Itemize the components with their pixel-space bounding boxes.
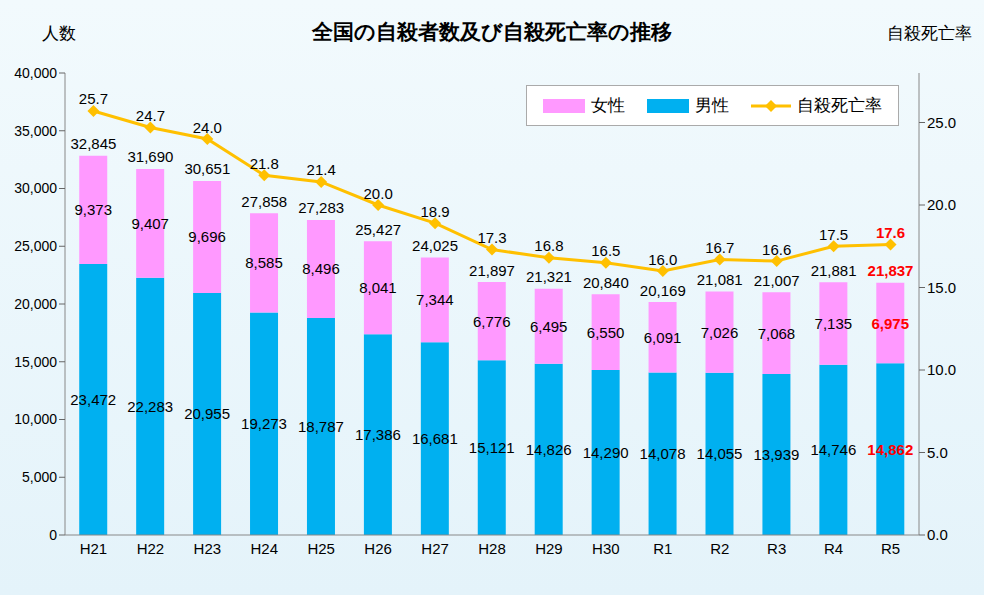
svg-text:R1: R1 [653,540,672,557]
svg-text:27,858: 27,858 [241,193,287,210]
html-text:人数: 人数 [42,24,76,43]
svg-text:H27: H27 [421,540,449,557]
svg-text:H30: H30 [592,540,620,557]
svg-text:25,000: 25,000 [14,238,57,254]
svg-text:20.0: 20.0 [364,185,393,202]
svg-text:14,862: 14,862 [867,441,913,458]
html-text:自殺死亡率: 自殺死亡率 [887,24,972,43]
svg-text:17,386: 17,386 [355,426,401,443]
svg-text:5.0: 5.0 [927,444,948,461]
svg-text:25.7: 25.7 [79,90,108,107]
svg-text:19,273: 19,273 [241,415,287,432]
svg-text:30,000: 30,000 [14,180,57,196]
svg-text:15.0: 15.0 [927,279,956,296]
svg-text:17.5: 17.5 [819,226,848,243]
svg-text:13,939: 13,939 [753,446,799,463]
svg-text:20.0: 20.0 [927,196,956,213]
svg-text:H24: H24 [251,540,279,557]
svg-text:20,840: 20,840 [583,274,629,291]
svg-text:18,787: 18,787 [298,418,344,435]
svg-text:15,121: 15,121 [469,439,515,456]
svg-text:8,041: 8,041 [359,279,397,296]
svg-text:H22: H22 [137,540,165,557]
svg-text:H28: H28 [478,540,506,557]
svg-text:H21: H21 [80,540,108,557]
html-text:全国の自殺者数及び自殺死亡率の推移: 全国の自殺者数及び自殺死亡率の推移 [312,20,672,43]
svg-text:9,373: 9,373 [74,201,112,218]
svg-text:14,290: 14,290 [583,444,629,461]
svg-text:16,681: 16,681 [412,430,458,447]
svg-text:24,025: 24,025 [412,237,458,254]
svg-text:25.0: 25.0 [927,114,956,131]
svg-text:6,776: 6,776 [473,313,511,330]
svg-text:23,472: 23,472 [70,391,116,408]
svg-text:20,000: 20,000 [14,296,57,312]
svg-text:R4: R4 [824,540,843,557]
svg-text:16.5: 16.5 [591,242,620,259]
svg-text:14,746: 14,746 [810,441,856,458]
svg-text:24.0: 24.0 [193,119,222,136]
svg-text:21,007: 21,007 [754,272,800,289]
svg-text:8,585: 8,585 [245,254,283,271]
svg-text:21,881: 21,881 [811,262,857,279]
svg-text:16.0: 16.0 [648,251,677,268]
svg-text:5,000: 5,000 [22,469,57,485]
svg-text:21,837: 21,837 [868,262,914,279]
svg-text:21.4: 21.4 [307,161,336,178]
svg-text:21.8: 21.8 [250,155,279,172]
svg-text:14,078: 14,078 [640,445,686,462]
html-text:男性: 男性 [695,96,729,115]
svg-text:18.9: 18.9 [420,203,449,220]
svg-text:10,000: 10,000 [14,411,57,427]
svg-text:R5: R5 [881,540,900,557]
svg-text:6,550: 6,550 [587,324,625,341]
svg-text:21,081: 21,081 [697,271,743,288]
svg-text:9,407: 9,407 [131,215,169,232]
html-text:女性: 女性 [591,96,625,115]
svg-text:10.0: 10.0 [927,361,956,378]
svg-text:35,000: 35,000 [14,123,57,139]
svg-text:20,169: 20,169 [640,282,686,299]
svg-text:H29: H29 [535,540,563,557]
svg-text:6,975: 6,975 [872,315,910,332]
svg-text:0.0: 0.0 [927,526,948,543]
svg-text:27,283: 27,283 [298,199,344,216]
svg-text:7,344: 7,344 [416,291,454,308]
svg-text:H23: H23 [194,540,222,557]
svg-text:15,000: 15,000 [14,354,57,370]
svg-text:0: 0 [49,527,57,543]
svg-text:16.6: 16.6 [762,241,791,258]
svg-text:30,651: 30,651 [184,160,230,177]
svg-text:40,000: 40,000 [14,65,57,81]
svg-text:14,055: 14,055 [697,445,743,462]
svg-text:7,068: 7,068 [758,325,796,342]
svg-text:16.8: 16.8 [534,237,563,254]
svg-text:R2: R2 [710,540,729,557]
svg-text:7,026: 7,026 [701,324,739,341]
html-text:自殺死亡率: 自殺死亡率 [797,96,882,115]
svg-text:H25: H25 [307,540,335,557]
svg-text:25,427: 25,427 [355,221,401,238]
svg-text:32,845: 32,845 [71,135,117,152]
svg-text:20,955: 20,955 [184,405,230,422]
svg-text:7,135: 7,135 [815,315,853,332]
svg-text:21,321: 21,321 [526,268,572,285]
svg-text:24.7: 24.7 [136,107,165,124]
svg-text:R3: R3 [767,540,786,557]
svg-text:14,826: 14,826 [526,441,572,458]
svg-text:6,091: 6,091 [644,329,682,346]
svg-text:16.7: 16.7 [705,239,734,256]
svg-text:9,696: 9,696 [188,228,226,245]
svg-text:H26: H26 [364,540,392,557]
svg-text:21,897: 21,897 [469,262,515,279]
svg-text:22,283: 22,283 [127,398,173,415]
svg-text:31,690: 31,690 [127,148,173,165]
svg-text:17.3: 17.3 [477,229,506,246]
svg-text:8,496: 8,496 [302,260,340,277]
svg-text:17.6: 17.6 [876,224,905,241]
svg-text:6,495: 6,495 [530,318,568,335]
